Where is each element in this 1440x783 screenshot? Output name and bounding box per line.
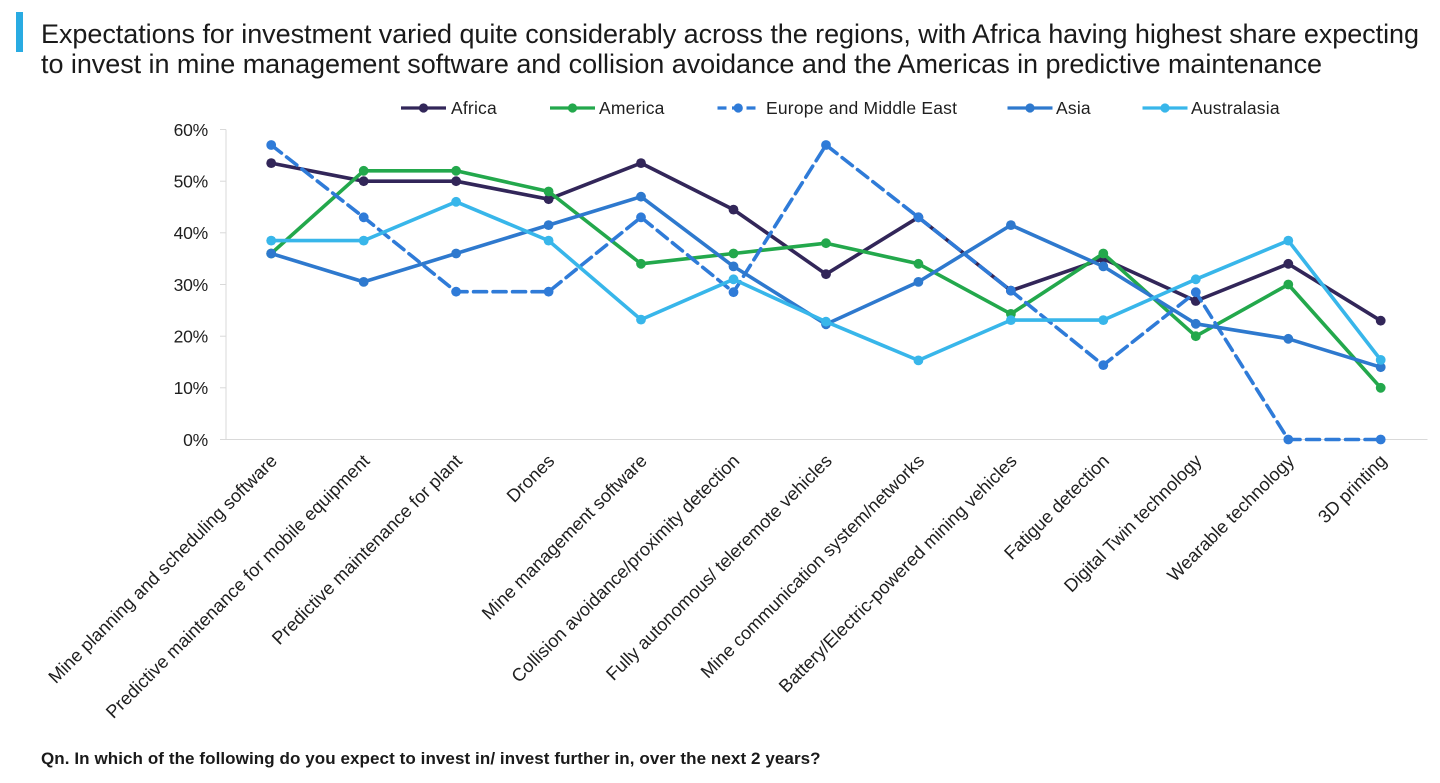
svg-text:20%: 20% — [174, 327, 208, 347]
svg-text:50%: 50% — [174, 172, 208, 192]
svg-text:Asia: Asia — [1056, 98, 1091, 118]
svg-text:Africa: Africa — [451, 98, 497, 118]
svg-text:Predictive maintenance for pla: Predictive maintenance for plant — [268, 451, 466, 649]
svg-text:0%: 0% — [183, 430, 208, 450]
svg-text:10%: 10% — [174, 378, 208, 398]
svg-text:Australasia: Australasia — [1191, 98, 1280, 118]
svg-text:America: America — [599, 98, 665, 118]
svg-text:40%: 40% — [174, 223, 208, 243]
svg-text:Europe and Middle East: Europe and Middle East — [766, 98, 957, 118]
svg-text:Drones: Drones — [503, 451, 559, 507]
svg-text:30%: 30% — [174, 275, 208, 295]
svg-text:60%: 60% — [174, 120, 208, 140]
svg-text:Mine management software: Mine management software — [478, 451, 651, 624]
svg-text:3D printing: 3D printing — [1314, 451, 1390, 527]
